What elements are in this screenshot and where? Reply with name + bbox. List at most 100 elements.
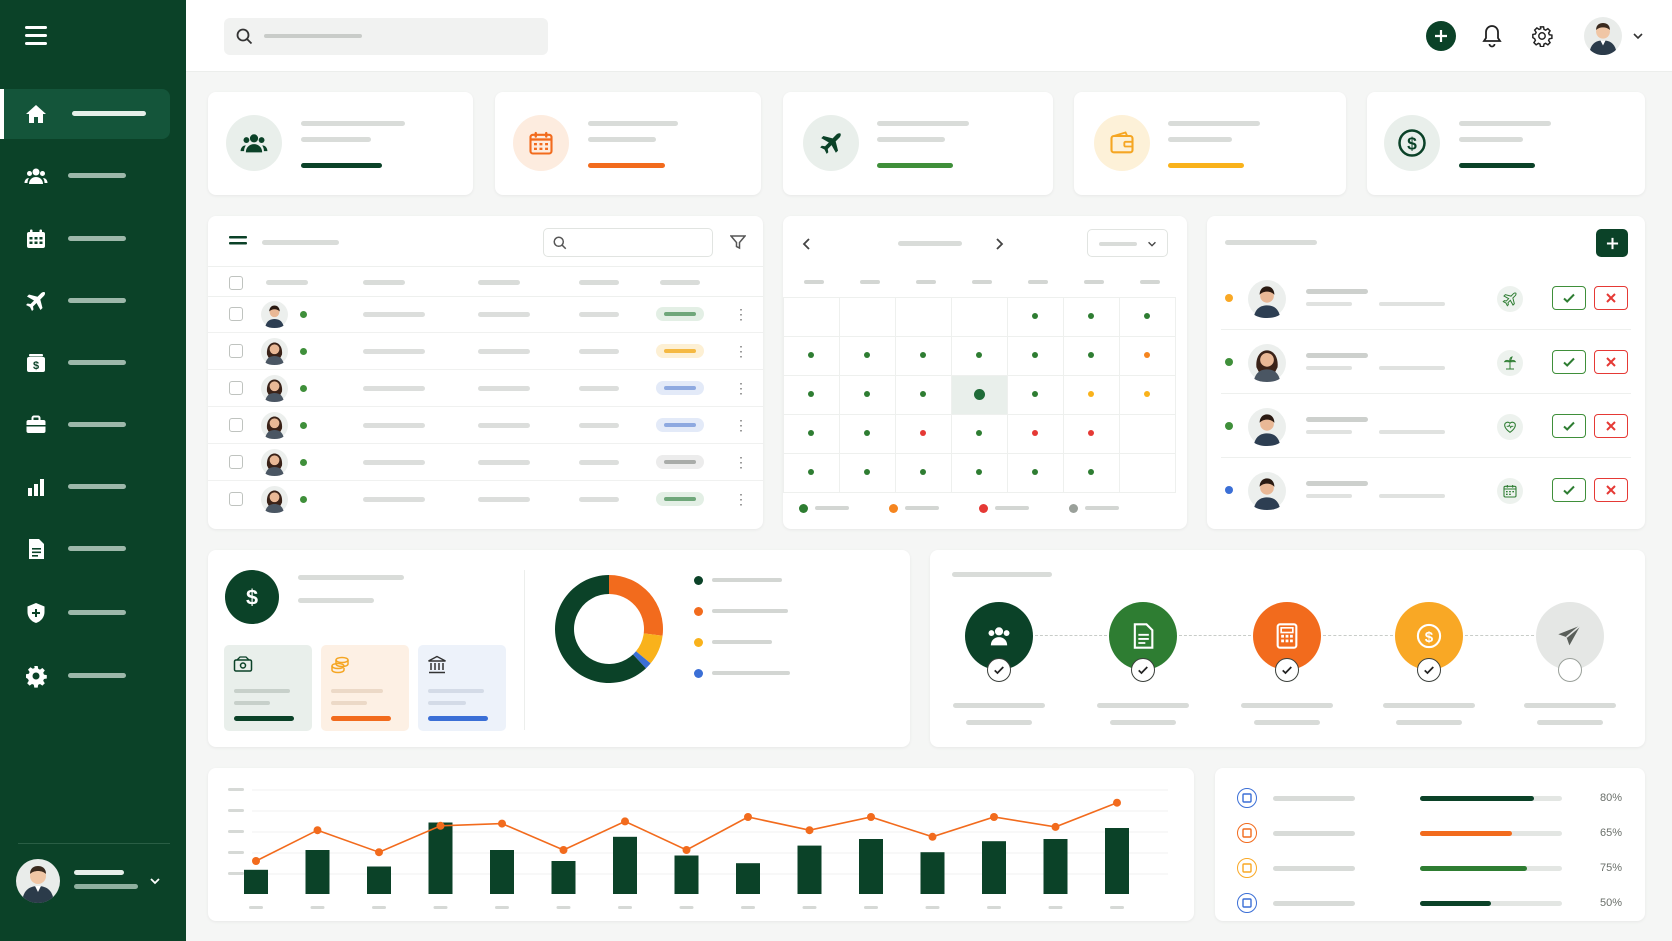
more-icon[interactable]: ⋮ xyxy=(734,454,748,470)
sidebar-item-projects[interactable] xyxy=(0,400,170,450)
more-icon[interactable]: ⋮ xyxy=(734,417,748,433)
sidebar-item-calendar[interactable] xyxy=(0,214,170,264)
check-icon xyxy=(1563,357,1575,367)
table-row[interactable]: ⋮ xyxy=(208,333,763,370)
avatar[interactable] xyxy=(1584,17,1622,55)
more-icon[interactable]: ⋮ xyxy=(734,343,748,359)
chevron-left-icon[interactable] xyxy=(801,237,813,251)
reject-button[interactable] xyxy=(1594,414,1628,438)
table-row[interactable]: ⋮ xyxy=(208,296,763,333)
stat-card-travel[interactable] xyxy=(783,92,1053,195)
stat-card-expenses[interactable] xyxy=(1074,92,1346,195)
avatar xyxy=(1248,280,1286,318)
add-button[interactable] xyxy=(1426,21,1456,51)
calendar-day[interactable] xyxy=(839,297,896,337)
request-row[interactable] xyxy=(1207,458,1645,522)
request-row[interactable] xyxy=(1207,394,1645,458)
event-dot xyxy=(1032,430,1038,436)
row-checkbox[interactable] xyxy=(229,307,243,321)
stat-accent-bar xyxy=(1168,163,1244,168)
request-row[interactable] xyxy=(1207,266,1645,330)
table-row[interactable]: ⋮ xyxy=(208,370,763,407)
reject-button[interactable] xyxy=(1594,286,1628,310)
sidebar-item-employees[interactable] xyxy=(0,151,170,201)
bell-icon[interactable] xyxy=(1481,24,1503,48)
chevron-right-icon[interactable] xyxy=(993,237,1005,251)
row-checkbox[interactable] xyxy=(229,381,243,395)
bar xyxy=(920,852,945,894)
donut-slice xyxy=(609,575,663,636)
more-icon[interactable]: ⋮ xyxy=(734,491,748,507)
line-point xyxy=(313,826,322,835)
x-tick-label xyxy=(1048,906,1063,909)
summary-tile-cash[interactable] xyxy=(224,645,312,731)
x-tick-label xyxy=(987,906,1001,909)
row-checkbox[interactable] xyxy=(229,455,243,469)
bar xyxy=(490,850,514,894)
bar xyxy=(244,869,268,894)
filter-icon[interactable] xyxy=(730,234,746,250)
sidebar-item-travel[interactable] xyxy=(0,276,170,326)
approve-button[interactable] xyxy=(1552,478,1586,502)
table-row[interactable]: ⋮ xyxy=(208,481,763,518)
summary-tile-bank[interactable] xyxy=(418,645,506,731)
sidebar-item-home[interactable] xyxy=(0,89,170,139)
add-request-button[interactable] xyxy=(1596,229,1628,257)
sidebar-item-reports[interactable] xyxy=(0,462,170,512)
stat-card-payroll[interactable]: $ xyxy=(1367,92,1645,195)
x-tick-label xyxy=(495,906,509,909)
calendar-day[interactable] xyxy=(1119,453,1176,493)
approve-button[interactable] xyxy=(1552,350,1586,374)
sidebar-divider xyxy=(18,843,170,844)
row-checkbox[interactable] xyxy=(229,418,243,432)
chevron-down-icon[interactable] xyxy=(148,874,162,888)
progress-percent: 65% xyxy=(1600,827,1623,839)
more-icon[interactable]: ⋮ xyxy=(734,380,748,396)
step-check xyxy=(987,658,1011,682)
table-row[interactable]: ⋮ xyxy=(208,444,763,481)
stat-card-employees[interactable] xyxy=(208,92,473,195)
approve-button[interactable] xyxy=(1552,414,1586,438)
reject-button[interactable] xyxy=(1594,350,1628,374)
calendar-day[interactable] xyxy=(951,297,1008,337)
gear-icon[interactable] xyxy=(1531,25,1553,47)
status-dot xyxy=(1225,486,1233,494)
sidebar: $ xyxy=(0,0,186,941)
status-badge xyxy=(656,381,704,395)
sidebar-user-profile[interactable] xyxy=(16,858,166,904)
sidebar-item-payroll[interactable]: $ xyxy=(0,338,170,388)
sidebar-item-settings[interactable] xyxy=(0,651,170,701)
calendar-day[interactable] xyxy=(783,297,840,337)
sidebar-item-benefits[interactable] xyxy=(0,588,170,638)
table-row[interactable]: ⋮ xyxy=(208,407,763,444)
sidebar-item-documents[interactable] xyxy=(0,524,170,574)
stat-accent-bar xyxy=(588,163,665,168)
stat-card-leave[interactable] xyxy=(495,92,761,195)
table-search-input[interactable] xyxy=(543,228,713,257)
summary-tile-coins[interactable] xyxy=(321,645,409,731)
avatar xyxy=(261,449,288,476)
legend-dot xyxy=(694,638,703,647)
search-input[interactable] xyxy=(224,18,548,55)
reject-button[interactable] xyxy=(1594,478,1628,502)
calendar-day[interactable] xyxy=(895,297,952,337)
check-icon xyxy=(994,666,1004,675)
check-icon xyxy=(1424,666,1434,675)
weekday-label xyxy=(1140,280,1160,284)
select-all-checkbox[interactable] xyxy=(229,276,243,290)
menu-icon[interactable] xyxy=(25,26,47,45)
month-select[interactable] xyxy=(1087,229,1168,257)
line-point xyxy=(436,821,445,830)
row-checkbox[interactable] xyxy=(229,344,243,358)
event-dot xyxy=(1088,469,1094,475)
calendar-day[interactable] xyxy=(1119,414,1176,454)
more-icon[interactable]: ⋮ xyxy=(734,306,748,322)
chevron-down-icon[interactable] xyxy=(1631,29,1645,43)
x-tick-label xyxy=(372,906,386,909)
column-header xyxy=(579,280,619,285)
step-circle[interactable]: $ xyxy=(1395,602,1463,670)
row-checkbox[interactable] xyxy=(229,492,243,506)
approve-button[interactable] xyxy=(1552,286,1586,310)
request-row[interactable] xyxy=(1207,330,1645,394)
bar xyxy=(367,866,391,894)
